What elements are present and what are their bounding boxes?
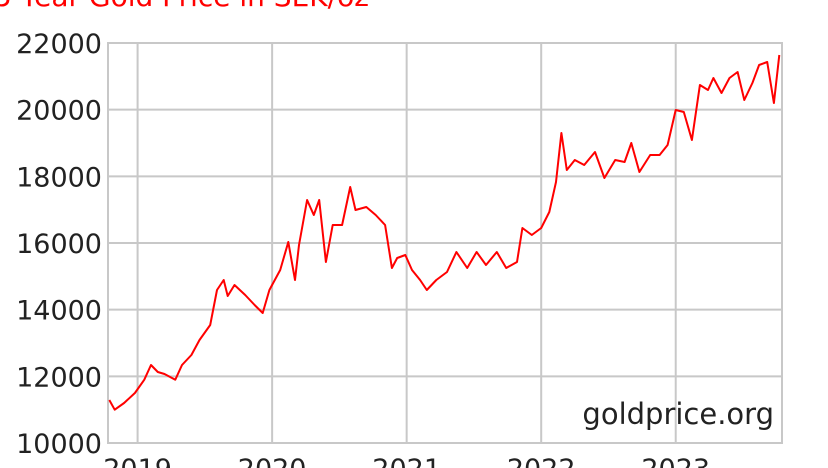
x-tick-label: 2019	[103, 454, 172, 468]
y-tick-label: 12000	[16, 362, 102, 393]
y-tick-label: 14000	[16, 296, 102, 327]
y-tick-label: 20000	[16, 96, 102, 127]
chart-title: 5 Year Gold Price in SEK/oz	[0, 0, 369, 13]
plot-frame	[107, 42, 783, 444]
x-tick-label: 2020	[238, 454, 307, 468]
y-tick-label: 18000	[16, 162, 102, 193]
x-tick-label: 2023	[641, 454, 710, 468]
y-tick-label: 16000	[16, 229, 102, 260]
watermark: goldprice.org	[582, 397, 774, 431]
y-tick-label: 10000	[16, 429, 102, 460]
price-line	[108, 54, 781, 411]
x-tick-label: 2022	[507, 454, 576, 468]
y-tick-label: 22000	[16, 29, 102, 60]
x-tick-label: 2021	[372, 454, 441, 468]
